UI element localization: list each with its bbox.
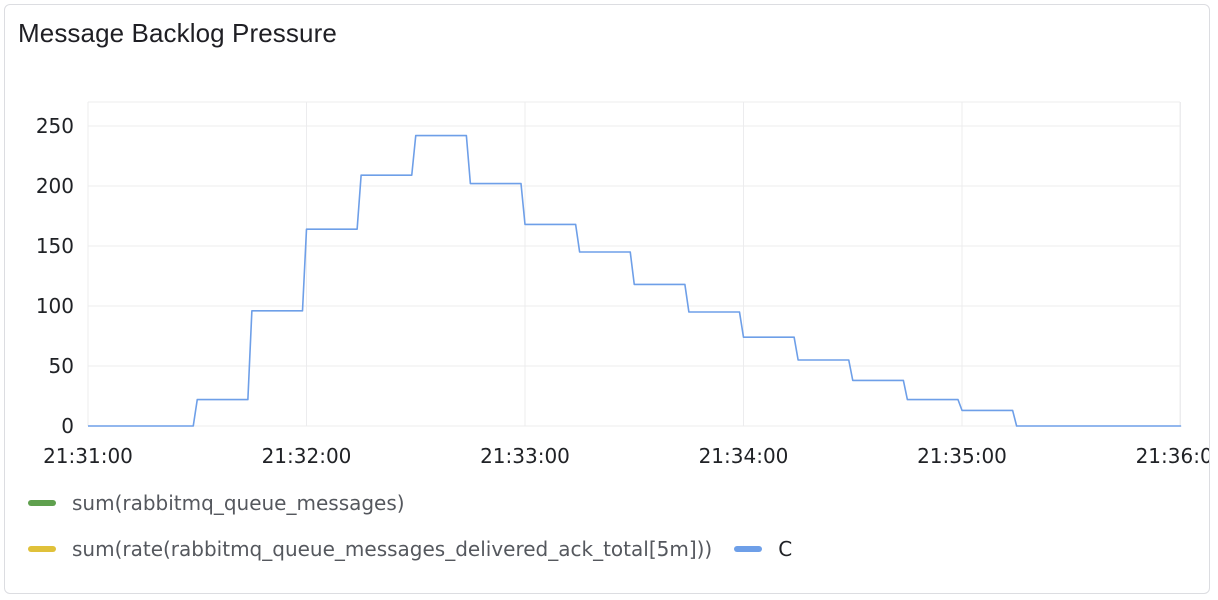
legend: sum(rabbitmq_queue_messages) sum(rate(ra… — [28, 485, 814, 577]
y-tick-label: 100 — [36, 294, 74, 318]
grid — [87, 101, 1181, 427]
panel-title: Message Backlog Pressure — [18, 18, 337, 48]
legend-swatch — [28, 500, 56, 506]
y-tick-label: 200 — [36, 174, 74, 198]
legend-item-c[interactable]: C — [734, 537, 792, 561]
legend-label: sum(rabbitmq_queue_messages) — [72, 491, 405, 515]
y-tick-label: 150 — [36, 234, 74, 258]
legend-label: sum(rate(rabbitmq_queue_messages_deliver… — [72, 537, 713, 561]
x-tick-label: 21:31:00 — [43, 444, 133, 468]
y-tick-label: 250 — [36, 114, 74, 138]
x-tick-label: 21:34:00 — [699, 444, 789, 468]
legend-swatch — [28, 546, 56, 552]
legend-item-queue-messages[interactable]: sum(rabbitmq_queue_messages) — [28, 491, 405, 515]
x-tick-label: 21:35:00 — [917, 444, 1007, 468]
x-tick-label: 21:32:00 — [262, 444, 352, 468]
y-tick-label: 50 — [49, 354, 74, 378]
series-layer — [88, 134, 1182, 427]
x-axis: 21:31:00 21:32:00 21:33:00 21:34:00 21:35:00… — [43, 444, 1218, 468]
x-tick-label: 21:36:00 — [1136, 444, 1218, 468]
y-axis: 0 50 100 150 200 250 — [36, 114, 74, 438]
line-chart: 0 50 100 150 200 250 21:31:00 21:32:00 21:33:00… — [36, 101, 1218, 468]
series-line-c[interactable] — [88, 134, 1182, 427]
x-tick-label: 21:33:00 — [480, 444, 570, 468]
legend-label: C — [778, 537, 793, 561]
legend-swatch — [734, 546, 763, 552]
legend-item-delivered-ack-rate[interactable]: sum(rate(rabbitmq_queue_messages_deliver… — [28, 537, 712, 561]
y-tick-label: 0 — [61, 414, 74, 438]
